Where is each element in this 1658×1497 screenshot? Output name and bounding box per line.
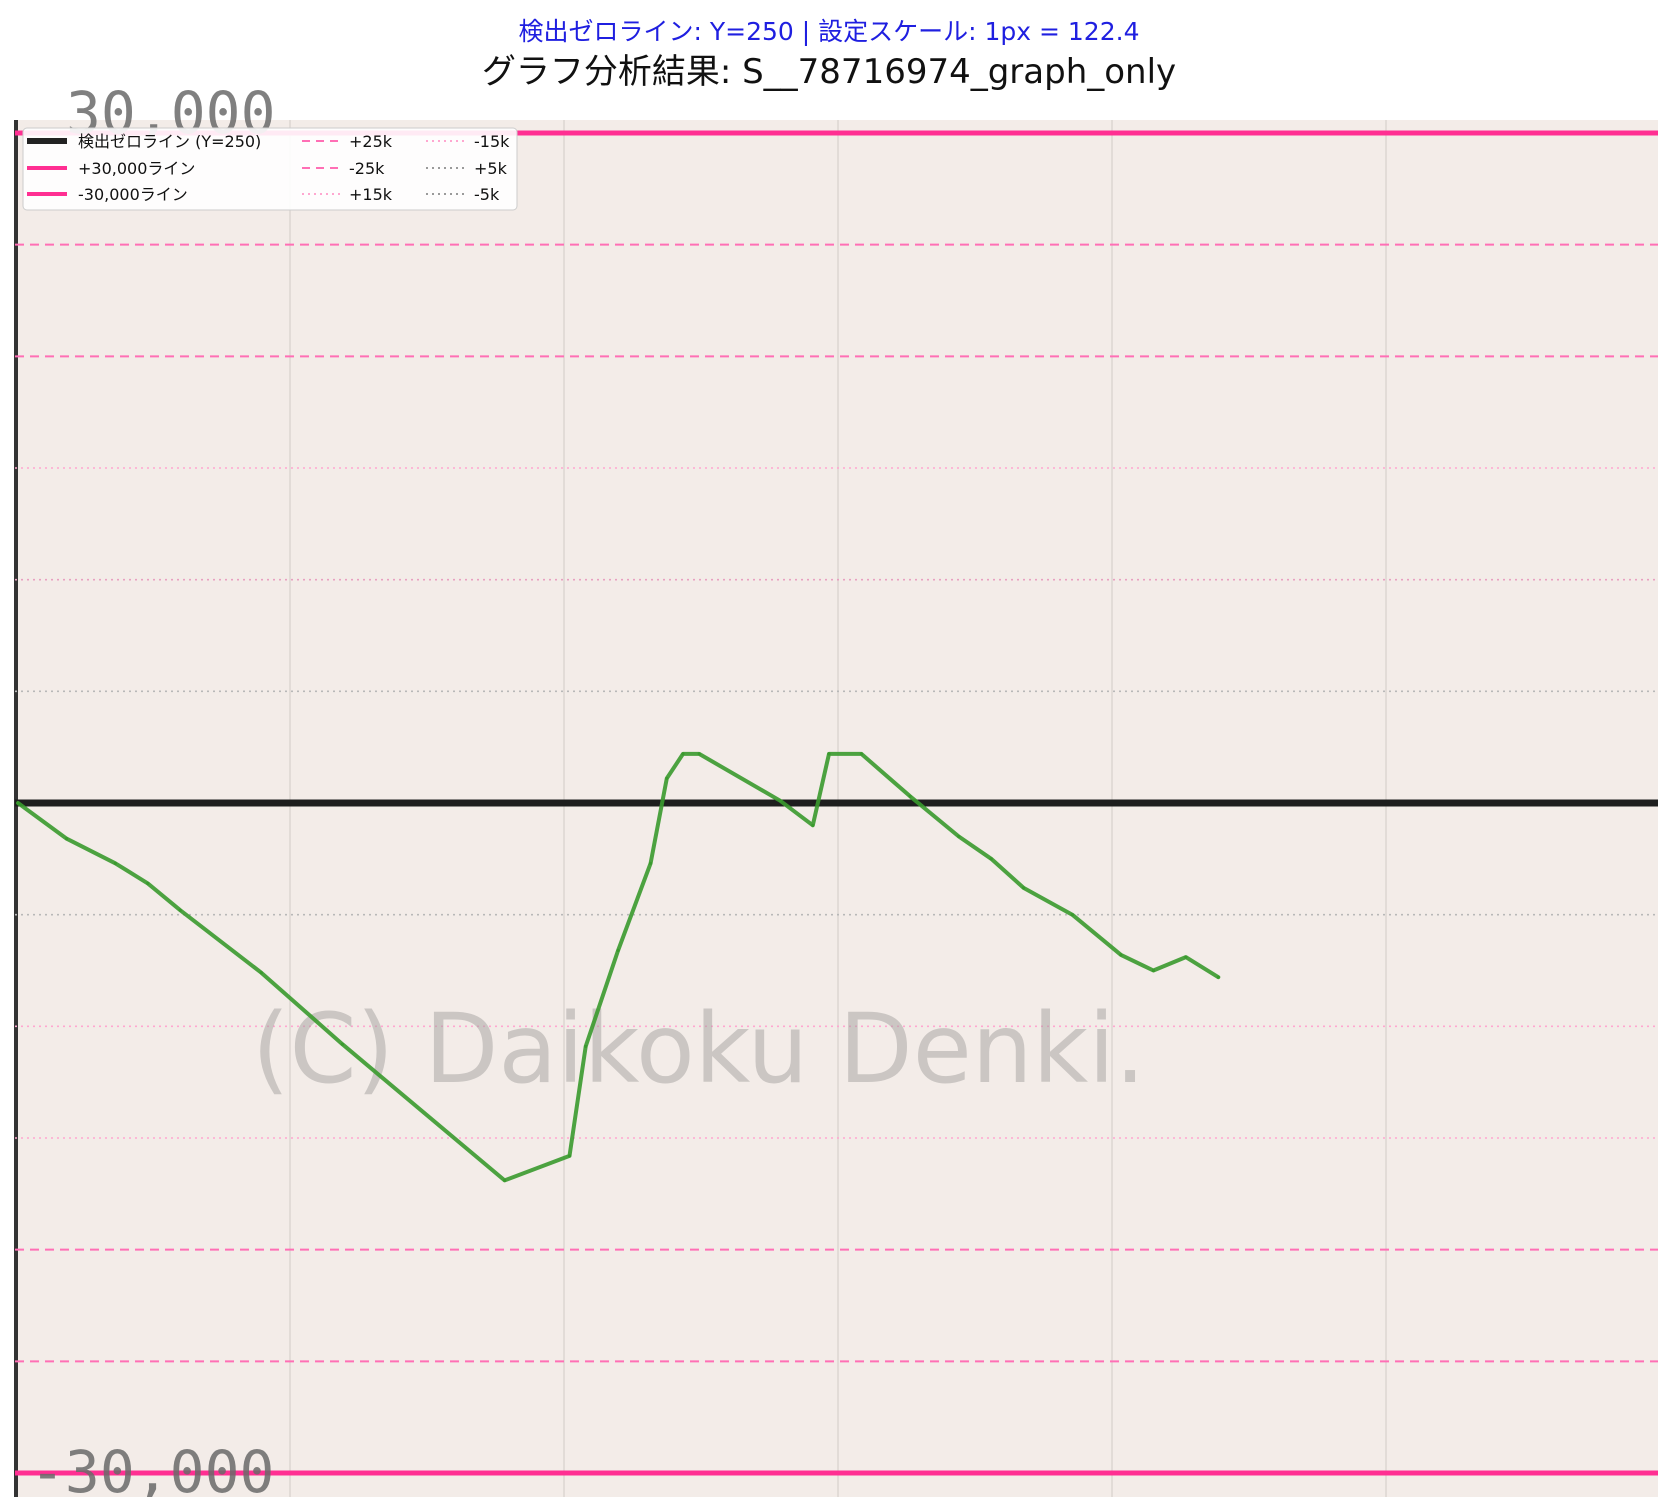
series-point bbox=[616, 948, 620, 953]
legend-label: -30,000ライン bbox=[78, 185, 188, 204]
series-point bbox=[113, 861, 117, 865]
background-label-bottom: -30,000 bbox=[30, 1438, 274, 1497]
series-point bbox=[1119, 953, 1123, 957]
legend-label: 検出ゼロライン (Y=250) bbox=[78, 132, 261, 151]
series-point bbox=[1216, 975, 1220, 979]
series-point bbox=[146, 881, 150, 886]
legend: 検出ゼロライン (Y=250) +30,000ライン -30,000ライン +25k -… bbox=[22, 127, 518, 211]
chart-title: グラフ分析結果: S__78716974_graph_only bbox=[481, 52, 1177, 92]
legend-box bbox=[22, 127, 518, 211]
series-point bbox=[16, 801, 20, 805]
series-point bbox=[827, 752, 831, 756]
series-point bbox=[859, 752, 864, 756]
series-point bbox=[340, 1042, 344, 1046]
series-point bbox=[567, 1154, 572, 1158]
reference-lines bbox=[15, 130, 1658, 1476]
series-point bbox=[811, 823, 815, 827]
series-point bbox=[503, 1178, 507, 1183]
series-line-1 bbox=[16, 751, 1221, 1183]
legend-label: -5k bbox=[474, 185, 500, 204]
series-point bbox=[584, 1044, 588, 1049]
series-point bbox=[65, 837, 69, 841]
series-point bbox=[1184, 955, 1188, 959]
legend-label: -25k bbox=[349, 159, 385, 178]
series-point bbox=[259, 971, 263, 975]
legend-label: +25k bbox=[349, 132, 393, 151]
series-point bbox=[178, 908, 182, 912]
series-layer bbox=[16, 751, 1221, 1183]
series-point bbox=[778, 799, 782, 803]
legend-label: -15k bbox=[474, 132, 510, 151]
series-point bbox=[908, 794, 912, 798]
series-point bbox=[681, 752, 685, 756]
legend-label: +30,000ライン bbox=[78, 159, 195, 178]
watermark-text: (C) Daikoku Denki. bbox=[252, 993, 1145, 1105]
legend-label: +15k bbox=[349, 185, 393, 204]
vertical-grid bbox=[14, 120, 1387, 1497]
series-point bbox=[1022, 886, 1026, 890]
series-point bbox=[989, 857, 993, 861]
plot-area bbox=[15, 120, 1658, 1497]
series-point bbox=[648, 861, 653, 865]
series-point bbox=[697, 752, 701, 756]
series-point bbox=[1151, 968, 1155, 973]
legend-label: +5k bbox=[474, 159, 508, 178]
series-point bbox=[665, 776, 669, 781]
series-point bbox=[957, 834, 961, 839]
series-point bbox=[1070, 913, 1074, 917]
chart-subtitle: 検出ゼロライン: Y=250 | 設定スケール: 1px = 122.4 bbox=[518, 17, 1140, 46]
